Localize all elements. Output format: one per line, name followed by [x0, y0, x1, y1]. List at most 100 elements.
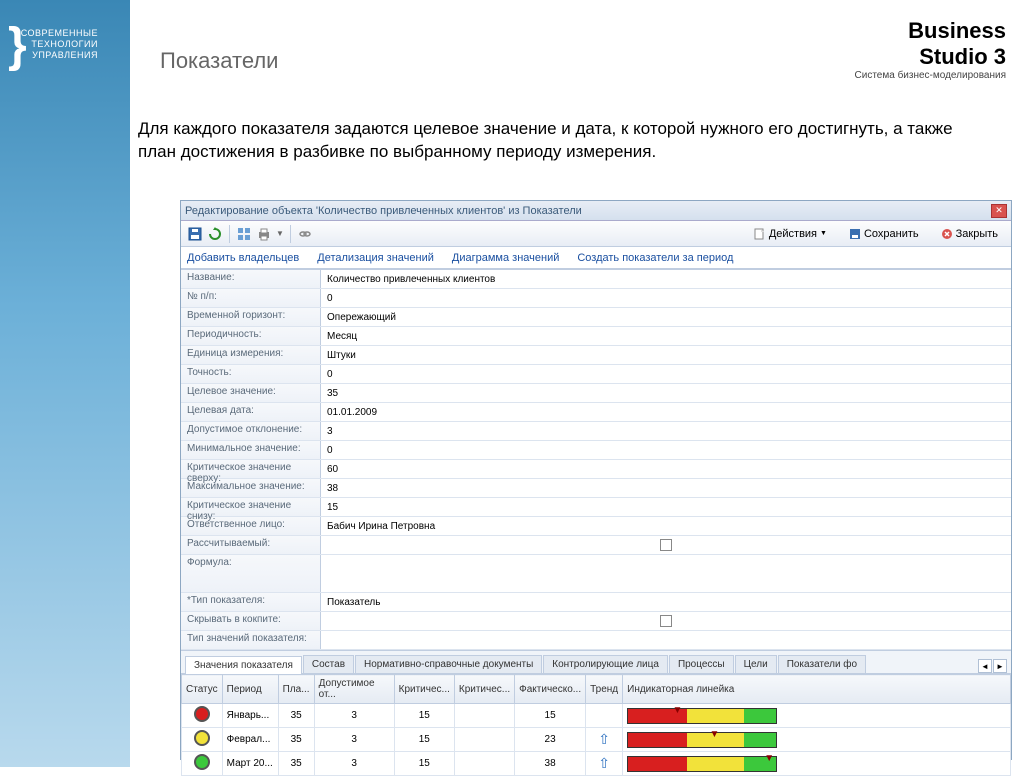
- form-value[interactable]: 60: [321, 460, 1011, 478]
- cell: 15: [394, 704, 454, 728]
- form-value[interactable]: Опережающий: [321, 308, 1011, 326]
- form-row: Целевое значение:35: [181, 384, 1011, 403]
- column-header[interactable]: Пла...: [278, 675, 314, 704]
- form-value[interactable]: 35: [321, 384, 1011, 402]
- tab[interactable]: Контролирующие лица: [543, 655, 668, 673]
- table-row[interactable]: Март 20...3531538⇧▼: [182, 752, 1011, 776]
- page-title: Показатели: [160, 48, 278, 74]
- trend-cell: [586, 704, 623, 728]
- link-chart-values[interactable]: Диаграмма значений: [452, 252, 559, 264]
- cell: 35: [278, 704, 314, 728]
- tab[interactable]: Процессы: [669, 655, 734, 673]
- form-label: Рассчитываемый:: [181, 536, 321, 554]
- form-label: Скрывать в кокпите:: [181, 612, 321, 630]
- form-value[interactable]: Бабич Ирина Петровна: [321, 517, 1011, 535]
- form-value[interactable]: Штуки: [321, 346, 1011, 364]
- column-header[interactable]: Критичес...: [394, 675, 454, 704]
- toolbar-separator: [229, 225, 230, 243]
- indicator-marker-icon: ▼: [764, 753, 774, 764]
- window-close-button[interactable]: ✕: [991, 204, 1007, 218]
- form-value[interactable]: [321, 536, 1011, 554]
- form-value[interactable]: 01.01.2009: [321, 403, 1011, 421]
- table-row[interactable]: Феврал...3531523⇧▼: [182, 728, 1011, 752]
- form-grid: Название:Количество привлеченных клиенто…: [181, 269, 1011, 650]
- cell: Март 20...: [222, 752, 278, 776]
- form-row: Формула:: [181, 555, 1011, 593]
- cell: 3: [314, 728, 394, 752]
- indicator-bar: ▼: [627, 756, 777, 772]
- form-value[interactable]: 15: [321, 498, 1011, 516]
- form-value[interactable]: 0: [321, 289, 1011, 307]
- actions-button[interactable]: Действия ▼: [747, 225, 834, 243]
- cell: [454, 728, 514, 752]
- form-value[interactable]: 38: [321, 479, 1011, 497]
- form-row: Рассчитываемый:: [181, 536, 1011, 555]
- form-label: Целевая дата:: [181, 403, 321, 421]
- form-row: Периодичность:Месяц: [181, 327, 1011, 346]
- tab[interactable]: Нормативно-справочные документы: [355, 655, 542, 673]
- tab-scroll-left[interactable]: ◄: [978, 659, 992, 673]
- link-bar: Добавить владельцев Детализация значений…: [181, 247, 1011, 269]
- form-value[interactable]: [321, 631, 1011, 649]
- indicator-cell: ▼: [623, 704, 1011, 728]
- form-value[interactable]: 3: [321, 422, 1011, 440]
- save-button[interactable]: Сохранить: [842, 225, 926, 243]
- checkbox[interactable]: [660, 615, 672, 627]
- toolbar-separator: [290, 225, 291, 243]
- column-header[interactable]: Индикаторная линейка: [623, 675, 1011, 704]
- indicator-marker-icon: ▼: [673, 705, 683, 716]
- window-titlebar: Редактирование объекта 'Количество привл…: [181, 201, 1011, 221]
- checkbox[interactable]: [660, 539, 672, 551]
- grid-icon[interactable]: [236, 226, 252, 242]
- brand-name: BusinessStudio 3: [855, 18, 1006, 70]
- save-icon[interactable]: [187, 226, 203, 242]
- column-header[interactable]: Период: [222, 675, 278, 704]
- form-value[interactable]: Количество привлеченных клиентов: [321, 270, 1011, 288]
- cell: 23: [515, 728, 586, 752]
- form-row: Скрывать в кокпите:: [181, 612, 1011, 631]
- column-header[interactable]: Тренд: [586, 675, 623, 704]
- tab-scroll-right[interactable]: ►: [993, 659, 1007, 673]
- tab[interactable]: Состав: [303, 655, 354, 673]
- form-row: Название:Количество привлеченных клиенто…: [181, 270, 1011, 289]
- dropdown-icon[interactable]: ▼: [276, 229, 284, 238]
- logo-text: СОВРЕМЕННЫЕ ТЕХНОЛОГИИ УПРАВЛЕНИЯ: [18, 28, 98, 60]
- tab[interactable]: Цели: [735, 655, 777, 673]
- form-row: Точность:0: [181, 365, 1011, 384]
- table-row[interactable]: Январь...3531515▼: [182, 704, 1011, 728]
- form-value[interactable]: 0: [321, 365, 1011, 383]
- column-header[interactable]: Критичес...: [454, 675, 514, 704]
- form-label: Точность:: [181, 365, 321, 383]
- status-cell: [182, 704, 223, 728]
- form-label: Единица измерения:: [181, 346, 321, 364]
- form-row: Единица измерения:Штуки: [181, 346, 1011, 365]
- link-create-period[interactable]: Создать показатели за период: [577, 252, 733, 264]
- form-value[interactable]: [321, 612, 1011, 630]
- form-value[interactable]: Месяц: [321, 327, 1011, 345]
- column-header[interactable]: Статус: [182, 675, 223, 704]
- link-add-owners[interactable]: Добавить владельцев: [187, 252, 299, 264]
- form-value[interactable]: 0: [321, 441, 1011, 459]
- form-row: Допустимое отклонение:3: [181, 422, 1011, 441]
- link-icon[interactable]: [297, 226, 313, 242]
- column-header[interactable]: Допустимое от...: [314, 675, 394, 704]
- close-button[interactable]: Закрыть: [934, 225, 1005, 243]
- link-detail-values[interactable]: Детализация значений: [317, 252, 434, 264]
- form-row: Максимальное значение:38: [181, 479, 1011, 498]
- cell: 35: [278, 752, 314, 776]
- indicator-cell: ▼: [623, 752, 1011, 776]
- column-header[interactable]: Фактическо...: [515, 675, 586, 704]
- brand-tagline: Система бизнес-моделирования: [855, 70, 1006, 81]
- tab[interactable]: Показатели фо: [778, 655, 866, 673]
- values-table: СтатусПериодПла...Допустимое от...Критич…: [181, 674, 1011, 776]
- print-icon[interactable]: [256, 226, 272, 242]
- form-label: Название:: [181, 270, 321, 288]
- cell: 35: [278, 728, 314, 752]
- form-row: Ответственное лицо:Бабич Ирина Петровна: [181, 517, 1011, 536]
- tab[interactable]: Значения показателя: [185, 656, 302, 674]
- form-row: № п/п:0: [181, 289, 1011, 308]
- refresh-icon[interactable]: [207, 226, 223, 242]
- trend-cell: ⇧: [586, 728, 623, 752]
- form-value[interactable]: Показатель: [321, 593, 1011, 611]
- form-value[interactable]: [321, 555, 1011, 592]
